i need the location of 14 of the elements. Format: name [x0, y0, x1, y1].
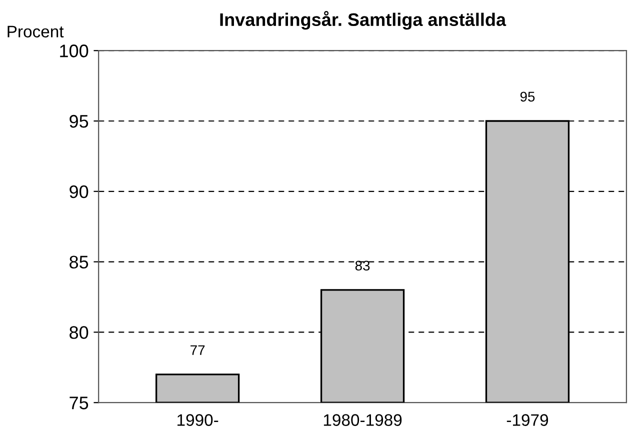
y-tick-label: 100	[60, 44, 88, 58]
chart-title: Invandringsår. Samtliga anställda	[220, 11, 506, 30]
data-label: 83	[355, 260, 370, 271]
data-label: 95	[520, 92, 535, 102]
y-tick-label: 85	[70, 256, 88, 269]
x-tick-label: 1980-1989	[324, 414, 402, 426]
y-tick-label: 95	[70, 114, 88, 128]
x-tick-label: -1979	[506, 414, 548, 426]
x-tick-label: 1990-	[178, 414, 218, 426]
y-tick-label: 80	[70, 326, 88, 339]
y-axis-title: Procent	[8, 26, 64, 38]
y-tick-label: 75	[70, 396, 88, 410]
data-label: 77	[190, 345, 205, 355]
y-tick-label: 90	[70, 185, 88, 198]
